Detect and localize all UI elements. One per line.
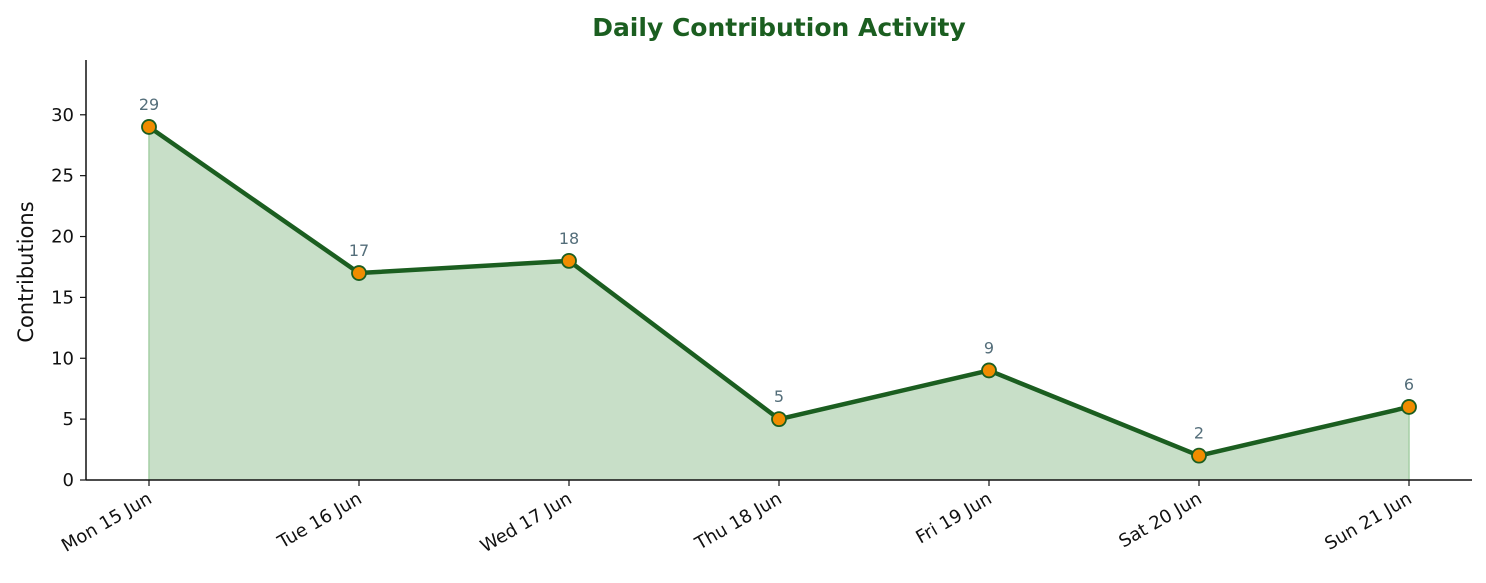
chart-title: Daily Contribution Activity	[592, 13, 966, 42]
x-tick-label: Tue 16 Jun	[273, 488, 365, 553]
y-tick-label: 25	[51, 166, 74, 187]
data-label: 29	[139, 95, 159, 114]
y-axis-label: Contributions	[14, 201, 38, 342]
data-label: 5	[774, 387, 784, 406]
data-point-marker	[1401, 399, 1417, 415]
data-point-marker	[771, 411, 787, 428]
data-point-marker	[561, 252, 577, 269]
x-tick-label: Thu 18 Jun	[691, 488, 786, 555]
data-point-marker	[141, 119, 157, 135]
y-tick-label: 15	[51, 287, 74, 308]
y-tick-label: 5	[63, 409, 74, 430]
data-label: 18	[559, 229, 579, 248]
area-fill	[149, 126, 1409, 481]
data-label: 6	[1404, 375, 1414, 394]
y-tick-label: 20	[51, 227, 74, 248]
data-point-marker	[351, 265, 367, 281]
x-tick-label: Mon 15 Jun	[58, 488, 155, 556]
data-label: 17	[349, 241, 369, 260]
data-point-marker	[981, 362, 997, 379]
y-tick-label: 30	[51, 105, 74, 126]
data-label: 9	[984, 338, 994, 357]
x-tick-label: Fri 19 Jun	[912, 488, 995, 548]
y-tick-label: 0	[63, 470, 74, 491]
data-label: 2	[1194, 424, 1204, 443]
x-tick-label: Wed 17 Jun	[477, 488, 576, 557]
y-tick-label: 10	[51, 348, 74, 369]
x-tick-label: Sat 20 Jun	[1115, 488, 1205, 552]
x-tick-label: Sun 21 Jun	[1321, 488, 1415, 555]
data-point-marker	[1191, 447, 1207, 464]
